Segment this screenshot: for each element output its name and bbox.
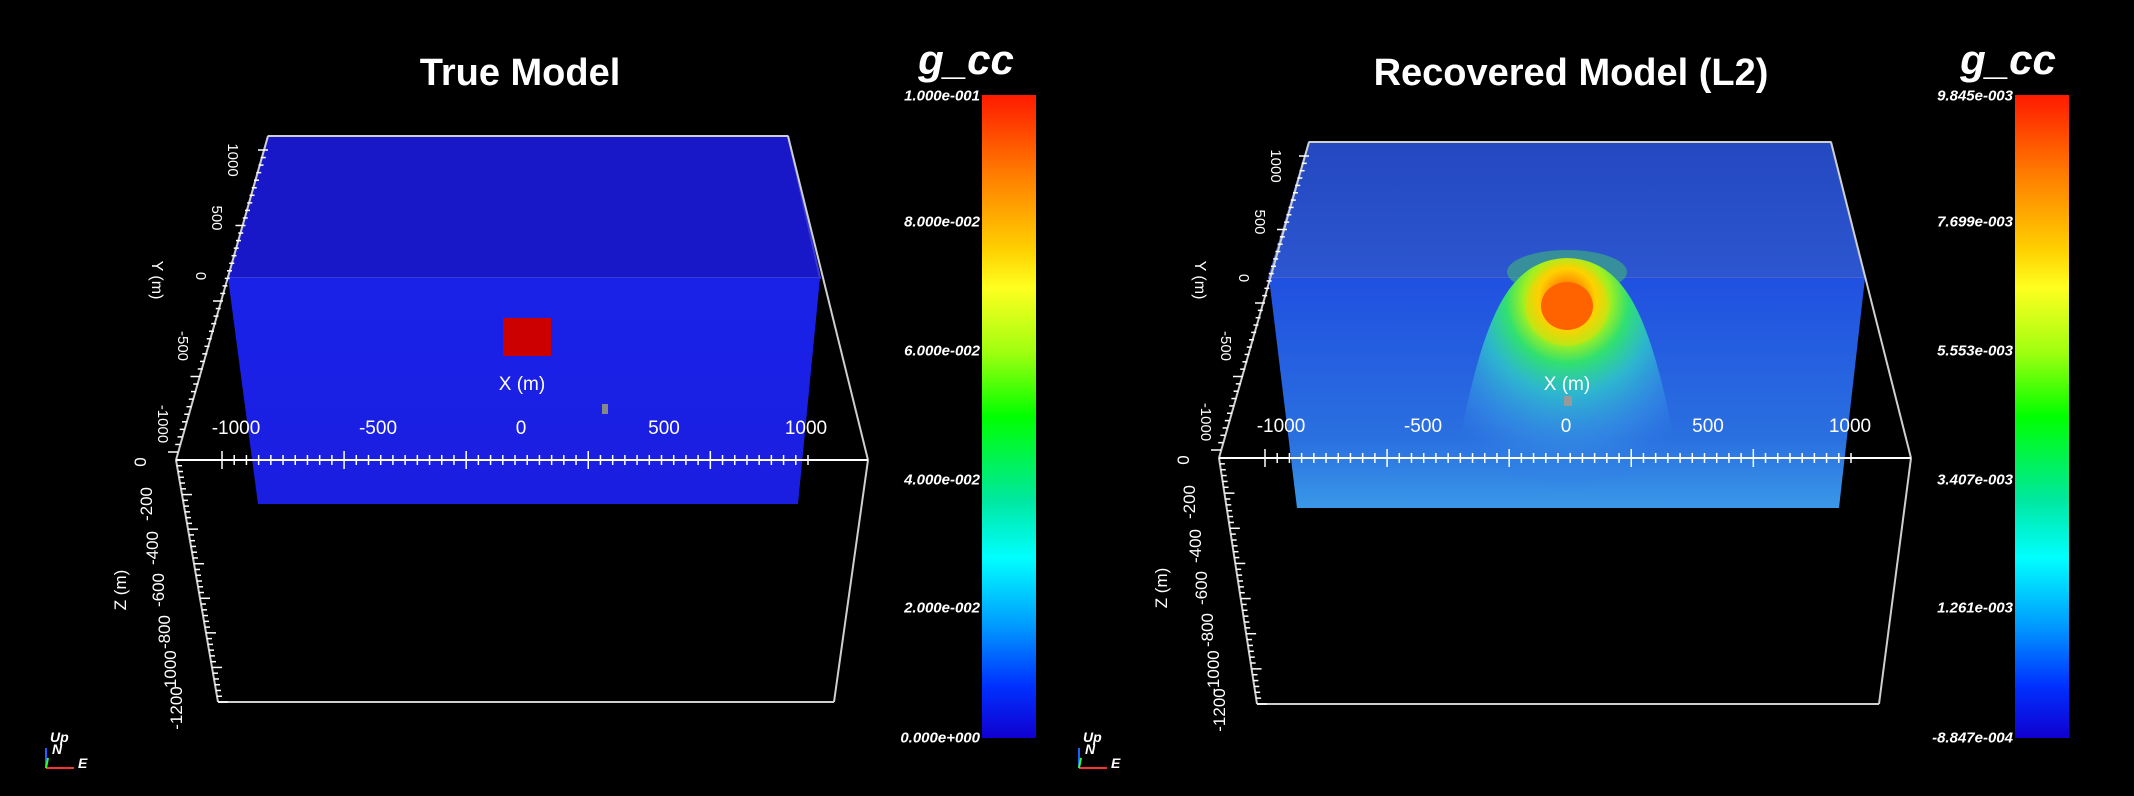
z-tick-label: -1200 bbox=[1210, 688, 1229, 731]
cursor-marker bbox=[1564, 396, 1572, 406]
y-tick-label: 500 bbox=[208, 205, 225, 230]
colorbar bbox=[2015, 95, 2069, 738]
x-tick-label: 0 bbox=[1561, 416, 1572, 437]
z-tick-label: -400 bbox=[1186, 529, 1205, 563]
axis-up-label: Up bbox=[50, 729, 69, 745]
axis-up-label: Up bbox=[1083, 729, 1102, 745]
anomaly-core bbox=[1541, 282, 1593, 330]
axis-east-label: E bbox=[1111, 755, 1121, 771]
x-tick-label: -1000 bbox=[212, 418, 261, 439]
recovered-model-panel: Recovered Model (L2) bbox=[1067, 0, 2134, 796]
colorbar-label: 0.000e+000 bbox=[900, 729, 980, 747]
y-tick-label: 1000 bbox=[224, 143, 241, 176]
x-tick-label: 500 bbox=[648, 418, 680, 439]
3d-scene[interactable]: -1000 -500 0 500 1000 X (m) 1000 500 0 -… bbox=[0, 0, 1067, 796]
colorbar-label: 1.000e-001 bbox=[904, 87, 980, 105]
y-tick-label: 1000 bbox=[1267, 149, 1284, 182]
y-tick-label: -1000 bbox=[154, 405, 171, 443]
y-axis-label: Y (m) bbox=[148, 261, 165, 300]
colorbar-label: -8.847e-004 bbox=[1932, 729, 2013, 747]
colorbar-label: 8.000e-002 bbox=[904, 213, 980, 231]
z-axis-label: Z (m) bbox=[111, 570, 130, 611]
x-tick-label: 1000 bbox=[1829, 416, 1871, 437]
anomaly-plume bbox=[1447, 258, 1687, 508]
colorbar-title: g_cc bbox=[1960, 36, 2056, 83]
z-tick-label: -1000 bbox=[1204, 650, 1223, 693]
cursor-marker bbox=[602, 404, 608, 414]
orientation-axes: Up N E bbox=[45, 729, 88, 771]
z-tick-label: -1000 bbox=[161, 650, 180, 693]
anomaly-block bbox=[503, 318, 551, 356]
y-tick-label: -500 bbox=[174, 331, 191, 361]
y-axis-label: Y (m) bbox=[1191, 261, 1208, 300]
x-tick-label: 1000 bbox=[785, 418, 827, 439]
z-tick-label: -800 bbox=[1198, 613, 1217, 647]
colorbar-label: 2.000e-002 bbox=[904, 599, 980, 617]
z-tick-label: -600 bbox=[149, 573, 168, 607]
z-tick-label: -600 bbox=[1192, 571, 1211, 605]
orientation-axes: Up N E bbox=[1078, 729, 1121, 771]
y-tick-label: -1000 bbox=[1197, 403, 1214, 441]
x-axis-label: X (m) bbox=[1544, 374, 1590, 395]
colorbar-label: 4.000e-002 bbox=[904, 471, 980, 489]
colorbar-label: 9.845e-003 bbox=[1937, 87, 2013, 105]
z-tick-label: -1200 bbox=[167, 686, 186, 729]
colorbar-label: 3.407e-003 bbox=[1937, 471, 2013, 489]
colorbar-label: 5.553e-003 bbox=[1937, 342, 2013, 360]
y-tick-label: 500 bbox=[1251, 209, 1268, 234]
x-tick-label: -500 bbox=[359, 418, 397, 439]
colorbar bbox=[982, 95, 1036, 738]
colorbar-label: 6.000e-002 bbox=[904, 342, 980, 360]
3d-scene[interactable]: -1000 -500 0 500 1000 X (m) 1000 500 0 -… bbox=[1067, 0, 2134, 796]
z-axis-label: Z (m) bbox=[1152, 568, 1171, 609]
y-tick-label: -500 bbox=[1217, 331, 1234, 361]
axis-north-label: N bbox=[52, 741, 63, 757]
x-tick-label: 0 bbox=[516, 418, 527, 439]
model-front-face bbox=[228, 278, 820, 504]
model-top-face bbox=[226, 135, 822, 279]
colorbar-label: 1.261e-003 bbox=[1937, 599, 2013, 617]
z-tick-label: 0 bbox=[131, 457, 150, 466]
z-tick-label: -400 bbox=[143, 531, 162, 565]
true-model-panel: True Model -10 bbox=[0, 0, 1067, 796]
colorbar-title: g_cc bbox=[918, 36, 1014, 83]
x-tick-label: -1000 bbox=[1257, 416, 1306, 437]
panel-title: Recovered Model (L2) bbox=[1373, 52, 1769, 94]
z-tick-label: -200 bbox=[137, 487, 156, 521]
y-tick-label: 0 bbox=[1235, 274, 1252, 282]
x-axis-label: X (m) bbox=[499, 374, 545, 395]
x-tick-label: -500 bbox=[1404, 416, 1442, 437]
anomaly-core-halo bbox=[1525, 266, 1609, 346]
z-tick-label: 0 bbox=[1174, 455, 1193, 464]
z-tick-label: -800 bbox=[155, 615, 174, 649]
y-tick-label: 0 bbox=[192, 272, 209, 280]
panel-title: True Model bbox=[419, 52, 621, 94]
axis-north-label: N bbox=[1085, 741, 1096, 757]
axis-east-label: E bbox=[78, 755, 88, 771]
x-tick-label: 500 bbox=[1692, 416, 1724, 437]
z-tick-label: -200 bbox=[1180, 485, 1199, 519]
colorbar-label: 7.699e-003 bbox=[1937, 213, 2013, 231]
